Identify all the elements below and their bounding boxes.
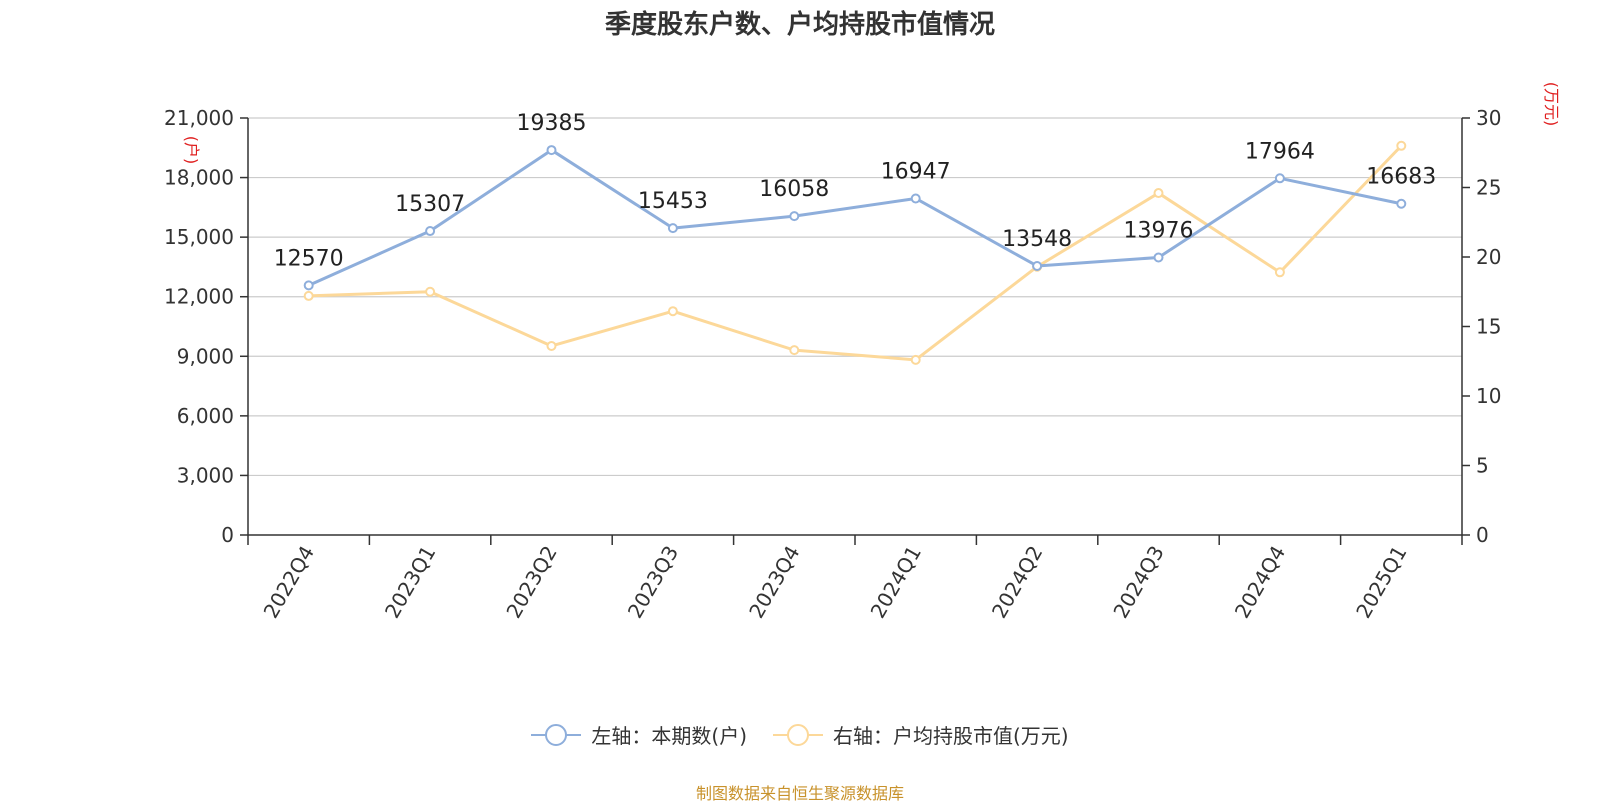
left-axis-tick-label: 0 bbox=[221, 523, 234, 547]
series-point-right bbox=[1274, 267, 1285, 278]
source-note: 制图数据来自恒生聚源数据库 bbox=[695, 784, 904, 803]
series-point-left bbox=[789, 211, 800, 222]
right-axis-tick-label: 30 bbox=[1476, 106, 1501, 130]
x-axis-category-label: 2024Q3 bbox=[1108, 542, 1168, 623]
series-lines bbox=[303, 140, 1407, 365]
right-axis-tick-label: 15 bbox=[1476, 315, 1501, 339]
x-axis-category-label: 2025Q1 bbox=[1351, 542, 1411, 623]
legend-item-right[interactable]: 右轴：户均持股市值(万元) bbox=[773, 720, 1069, 749]
right-axis-tick-label: 20 bbox=[1476, 245, 1501, 269]
left-axis-tick-label: 21,000 bbox=[164, 106, 234, 130]
data-label: 17964 bbox=[1245, 139, 1315, 164]
series-point-left bbox=[1032, 260, 1043, 271]
axes: 0 3,000 6,000 9,000 12,000 15,000 18,000 21,000… bbox=[164, 82, 1561, 622]
data-label: 13548 bbox=[1002, 227, 1072, 252]
data-label: 13976 bbox=[1124, 218, 1194, 243]
x-axis-category-label: 2023Q1 bbox=[380, 542, 440, 623]
data-label: 16947 bbox=[881, 159, 951, 184]
legend-label-right: 右轴：户均持股市值(万元) bbox=[833, 724, 1069, 748]
x-axis-category-label: 2024Q1 bbox=[866, 542, 926, 623]
left-axis-tick-label: 18,000 bbox=[164, 166, 234, 190]
data-label: 15307 bbox=[395, 192, 465, 217]
x-axis-category-label: 2023Q4 bbox=[744, 542, 804, 623]
series-point-left bbox=[425, 226, 436, 237]
data-label: 19385 bbox=[517, 111, 587, 136]
data-label: 12570 bbox=[274, 246, 344, 271]
x-axis-category-label: 2024Q2 bbox=[987, 542, 1047, 623]
data-label: 16683 bbox=[1366, 165, 1436, 190]
series-point-left bbox=[303, 280, 314, 291]
left-axis-tick-label: 3,000 bbox=[177, 463, 234, 487]
data-labels: 12570 15307 19385 15453 16058 16947 13548 13976… bbox=[274, 111, 1437, 271]
x-axis-category-label: 2022Q4 bbox=[259, 542, 319, 623]
left-axis-unit-label: (户) bbox=[182, 136, 201, 165]
series-point-right bbox=[546, 340, 557, 351]
series-point-right bbox=[1153, 188, 1164, 199]
chart-title: 季度股东户数、户均持股市值情况 bbox=[604, 10, 995, 40]
right-axis-unit-label: (万元) bbox=[1542, 82, 1561, 127]
legend: 左轴：本期数(户) 右轴：户均持股市值(万元) bbox=[0, 720, 1600, 749]
series-point-right bbox=[789, 345, 800, 356]
left-axis-tick-label: 6,000 bbox=[177, 404, 234, 428]
legend-line-blue-icon bbox=[531, 723, 582, 746]
left-axis-tick-label: 9,000 bbox=[177, 344, 234, 368]
x-axis-category-label: 2024Q4 bbox=[1230, 542, 1290, 623]
x-axis-category-label: 2023Q2 bbox=[501, 542, 561, 623]
right-axis-tick-label: 25 bbox=[1476, 176, 1501, 200]
series-point-left bbox=[1153, 252, 1164, 263]
series-point-left bbox=[910, 193, 921, 204]
right-axis-tick-label: 10 bbox=[1476, 384, 1501, 408]
series-point-left bbox=[546, 145, 557, 156]
series-point-left bbox=[1274, 173, 1285, 184]
data-label: 15453 bbox=[638, 189, 708, 214]
x-axis-category-label: 2023Q3 bbox=[623, 542, 683, 623]
series-point-right bbox=[1396, 140, 1407, 151]
right-axis-tick-label: 5 bbox=[1476, 454, 1489, 478]
left-axis-tick-label: 12,000 bbox=[164, 285, 234, 309]
left-axis-tick-label: 15,000 bbox=[164, 225, 234, 249]
series-point-right bbox=[425, 286, 436, 297]
right-axis-tick-label: 0 bbox=[1476, 523, 1489, 547]
series-point-right bbox=[303, 290, 314, 301]
series-point-right bbox=[667, 306, 678, 317]
legend-label-left: 左轴：本期数(户) bbox=[591, 724, 747, 748]
series-point-right bbox=[910, 354, 921, 365]
legend-item-left[interactable]: 左轴：本期数(户) bbox=[531, 720, 747, 749]
series-line-right bbox=[308, 144, 1403, 362]
legend-line-yellow-icon bbox=[773, 723, 823, 746]
series-line-left bbox=[308, 148, 1402, 287]
series-point-left bbox=[1396, 198, 1407, 209]
data-label: 16058 bbox=[759, 177, 829, 202]
series-point-left bbox=[667, 223, 678, 234]
